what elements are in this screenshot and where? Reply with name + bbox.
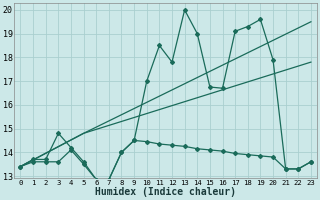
X-axis label: Humidex (Indice chaleur): Humidex (Indice chaleur) bbox=[95, 187, 236, 197]
